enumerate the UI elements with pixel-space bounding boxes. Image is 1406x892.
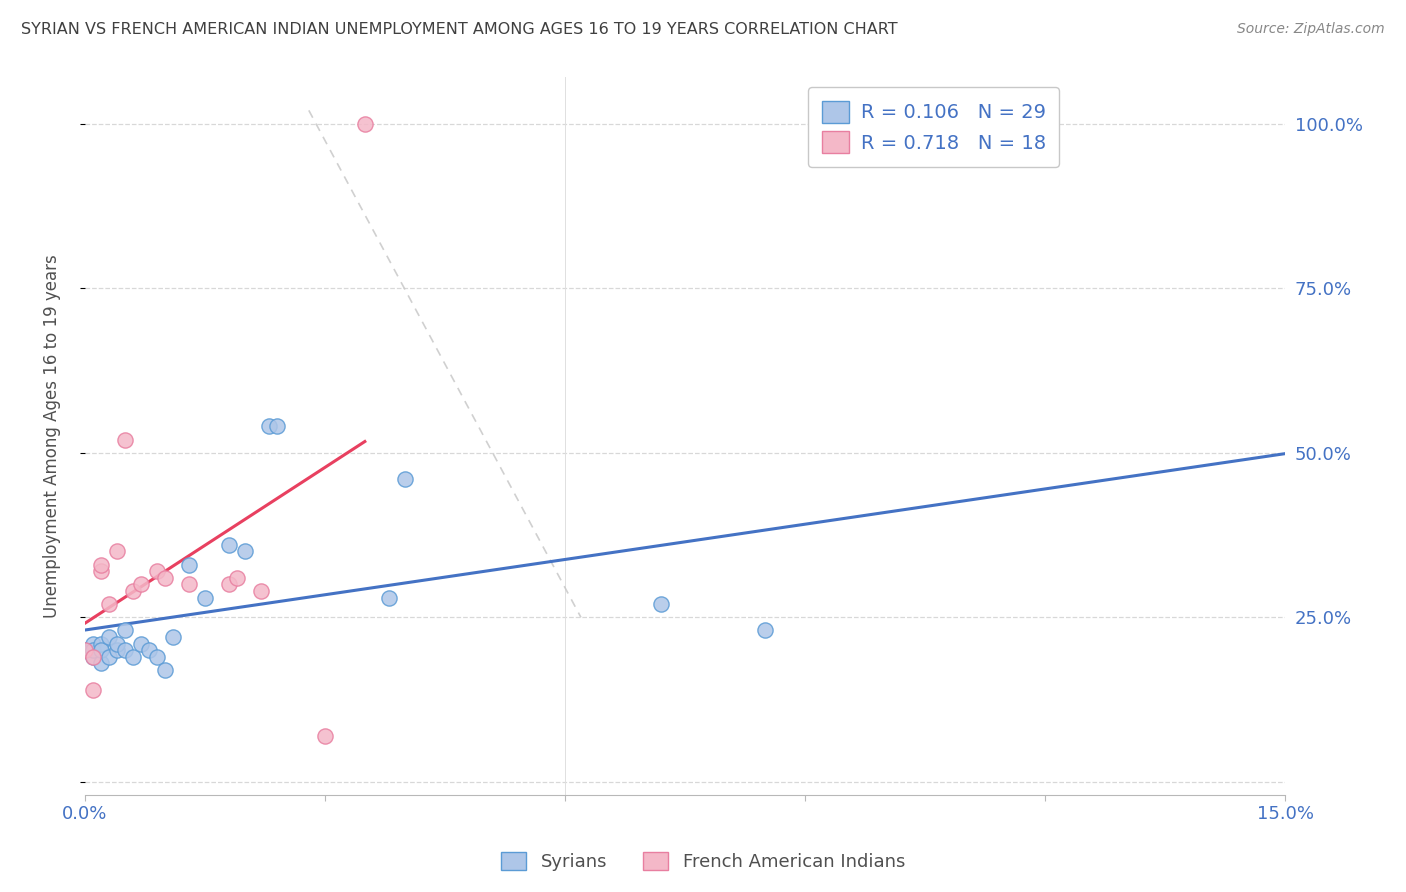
- Point: [218, 577, 240, 591]
- Point: [177, 577, 200, 591]
- Text: SYRIAN VS FRENCH AMERICAN INDIAN UNEMPLOYMENT AMONG AGES 16 TO 19 YEARS CORRELAT: SYRIAN VS FRENCH AMERICAN INDIAN UNEMPLO…: [21, 22, 897, 37]
- Point: [394, 472, 416, 486]
- Point: [194, 591, 217, 605]
- Point: [145, 564, 167, 578]
- Point: [105, 637, 128, 651]
- Point: [249, 584, 271, 599]
- Point: [153, 571, 176, 585]
- Text: Source: ZipAtlas.com: Source: ZipAtlas.com: [1237, 22, 1385, 37]
- Point: [82, 682, 104, 697]
- Point: [266, 419, 288, 434]
- Point: [97, 630, 120, 644]
- Point: [90, 657, 112, 671]
- Point: [82, 637, 104, 651]
- Point: [162, 630, 184, 644]
- Point: [353, 116, 375, 130]
- Point: [378, 591, 401, 605]
- Point: [233, 544, 256, 558]
- Point: [129, 577, 152, 591]
- Point: [73, 643, 96, 657]
- Point: [97, 649, 120, 664]
- Point: [82, 649, 104, 664]
- Point: [114, 433, 136, 447]
- Point: [225, 571, 247, 585]
- Point: [257, 419, 280, 434]
- Point: [90, 564, 112, 578]
- Point: [114, 624, 136, 638]
- Point: [90, 558, 112, 572]
- Point: [121, 649, 143, 664]
- Point: [105, 544, 128, 558]
- Point: [82, 649, 104, 664]
- Point: [105, 643, 128, 657]
- Point: [121, 584, 143, 599]
- Point: [177, 558, 200, 572]
- Legend: R = 0.106   N = 29, R = 0.718   N = 18: R = 0.106 N = 29, R = 0.718 N = 18: [808, 87, 1059, 167]
- Point: [129, 637, 152, 651]
- Point: [314, 729, 336, 743]
- Point: [82, 643, 104, 657]
- Point: [97, 597, 120, 611]
- Point: [153, 663, 176, 677]
- Point: [145, 649, 167, 664]
- Point: [138, 643, 160, 657]
- Legend: Syrians, French American Indians: Syrians, French American Indians: [494, 845, 912, 879]
- Point: [73, 643, 96, 657]
- Point: [754, 624, 776, 638]
- Y-axis label: Unemployment Among Ages 16 to 19 years: Unemployment Among Ages 16 to 19 years: [44, 254, 60, 618]
- Point: [90, 637, 112, 651]
- Point: [90, 643, 112, 657]
- Point: [114, 643, 136, 657]
- Point: [650, 597, 672, 611]
- Point: [218, 538, 240, 552]
